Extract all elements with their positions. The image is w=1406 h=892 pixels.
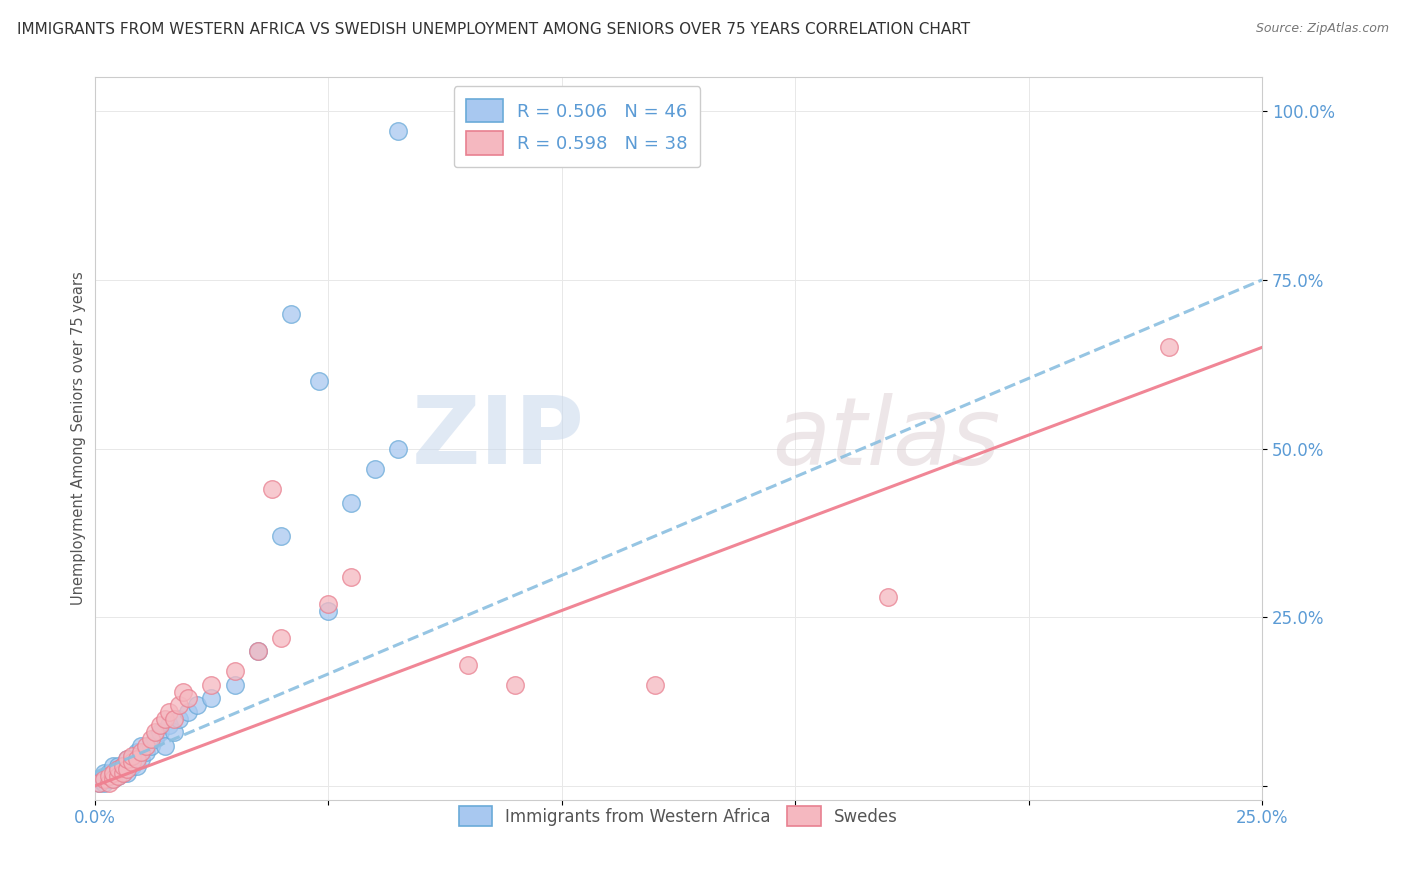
Point [103, 765, 125, 780]
Text: Source: ZipAtlas.com: Source: ZipAtlas.com [1256, 22, 1389, 36]
Text: IMMIGRANTS FROM WESTERN AFRICA VS SWEDISH UNEMPLOYMENT AMONG SENIORS OVER 75 YEA: IMMIGRANTS FROM WESTERN AFRICA VS SWEDIS… [17, 22, 970, 37]
Point [111, 765, 134, 780]
Point [157, 718, 180, 732]
Point [125, 752, 148, 766]
Text: ZIP: ZIP [412, 392, 585, 484]
Point [387, 442, 409, 456]
Legend: Immigrants from Western Africa, Swedes: Immigrants from Western Africa, Swedes [450, 797, 907, 835]
Point [117, 752, 139, 766]
Point [93, 765, 115, 780]
Point [121, 748, 143, 763]
Point [117, 752, 139, 766]
Point [117, 765, 139, 780]
Point [157, 705, 180, 719]
Point [135, 745, 157, 759]
Point [111, 765, 134, 780]
Point [877, 590, 900, 604]
Point [93, 772, 115, 787]
Point [387, 124, 409, 138]
Point [117, 758, 139, 772]
Point [260, 482, 283, 496]
Point [93, 775, 115, 789]
Point [103, 758, 125, 772]
Point [172, 684, 194, 698]
Point [93, 772, 115, 787]
Point [149, 718, 172, 732]
Point [177, 705, 200, 719]
Point [364, 462, 387, 476]
Text: atlas: atlas [772, 393, 1000, 484]
Point [153, 739, 176, 753]
Point [247, 644, 270, 658]
Point [143, 725, 166, 739]
Point [89, 775, 111, 789]
Point [129, 745, 152, 759]
Point [103, 772, 125, 787]
Point [97, 772, 120, 787]
Point [107, 762, 129, 776]
Point [457, 657, 479, 672]
Point [125, 758, 148, 772]
Point [503, 678, 526, 692]
Point [340, 570, 363, 584]
Point [103, 765, 125, 780]
Point [167, 712, 190, 726]
Point [316, 603, 339, 617]
Point [143, 731, 166, 746]
Point [224, 665, 246, 679]
Point [270, 529, 292, 543]
Point [200, 678, 222, 692]
Point [107, 758, 129, 772]
Point [135, 739, 157, 753]
Point [340, 495, 363, 509]
Point [167, 698, 190, 712]
Point [97, 769, 120, 783]
Point [163, 712, 186, 726]
Point [224, 678, 246, 692]
Y-axis label: Unemployment Among Seniors over 75 years: Unemployment Among Seniors over 75 years [72, 271, 86, 606]
Point [89, 775, 111, 789]
Point [111, 758, 134, 772]
Point [177, 691, 200, 706]
Point [97, 769, 120, 783]
Point [129, 739, 152, 753]
Point [121, 756, 143, 770]
Point [200, 691, 222, 706]
Point [139, 731, 162, 746]
Point [121, 752, 143, 766]
Point [97, 775, 120, 789]
Point [308, 374, 330, 388]
Point [103, 772, 125, 787]
Point [163, 725, 186, 739]
Point [149, 725, 172, 739]
Point [111, 758, 134, 772]
Point [644, 678, 666, 692]
Point [107, 769, 129, 783]
Point [107, 769, 129, 783]
Point [270, 631, 292, 645]
Point [117, 762, 139, 776]
Point [280, 307, 302, 321]
Point [186, 698, 208, 712]
Point [247, 644, 270, 658]
Point [97, 765, 120, 780]
Point [316, 597, 339, 611]
Point [129, 752, 152, 766]
Point [107, 762, 129, 776]
Point [1157, 340, 1180, 354]
Point [139, 739, 162, 753]
Point [121, 758, 143, 772]
Point [89, 772, 111, 787]
Point [153, 712, 176, 726]
Point [125, 745, 148, 759]
